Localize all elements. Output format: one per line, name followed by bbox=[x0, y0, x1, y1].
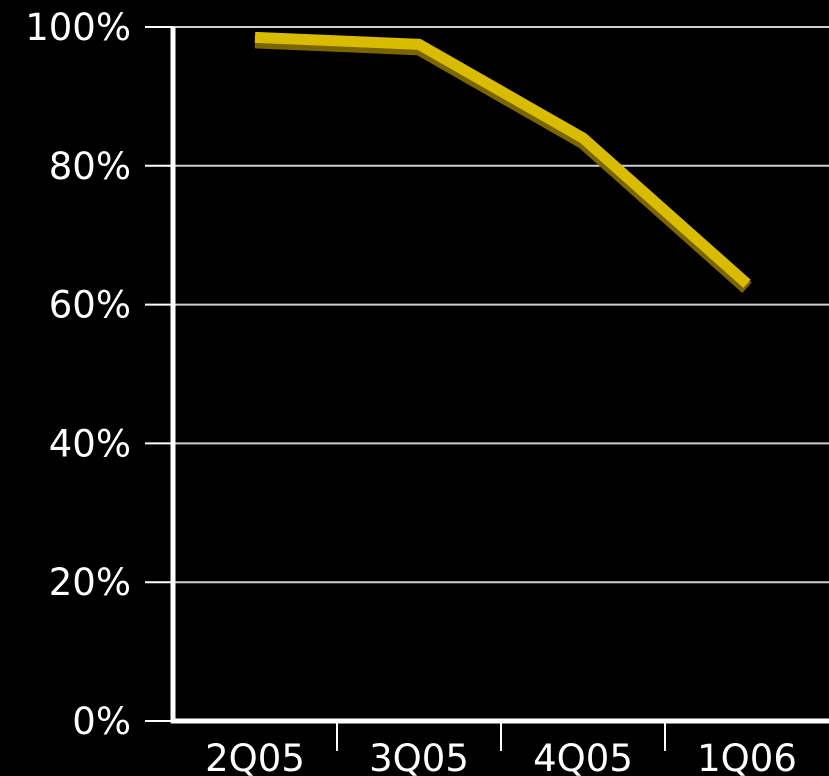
data-point bbox=[582, 137, 584, 139]
series-line-shadow bbox=[254, 34, 752, 294]
data-point bbox=[746, 283, 748, 285]
x-tick-label: 1Q06 bbox=[697, 737, 797, 776]
y-tick-labels: 0% 20% 40% 60% 80% 100% bbox=[25, 6, 131, 743]
data-point bbox=[418, 43, 420, 45]
series-line bbox=[254, 31, 752, 294]
x-tick-label: 4Q05 bbox=[533, 737, 633, 776]
x-tick-label: 3Q05 bbox=[369, 737, 469, 776]
y-tick-label: 100% bbox=[25, 6, 131, 49]
axes bbox=[145, 26, 829, 751]
gridlines bbox=[173, 26, 829, 584]
y-tick-label: 20% bbox=[49, 561, 131, 604]
x-tick-label: 2Q05 bbox=[205, 737, 305, 776]
x-tick-labels: 2Q05 3Q05 4Q05 1Q06 bbox=[205, 737, 797, 776]
y-tick-label: 40% bbox=[49, 422, 131, 465]
y-tick-label: 80% bbox=[49, 145, 131, 188]
series-line bbox=[254, 31, 751, 288]
data-point bbox=[254, 36, 256, 38]
y-tick-label: 0% bbox=[72, 700, 131, 743]
y-tick-label: 60% bbox=[49, 284, 131, 327]
